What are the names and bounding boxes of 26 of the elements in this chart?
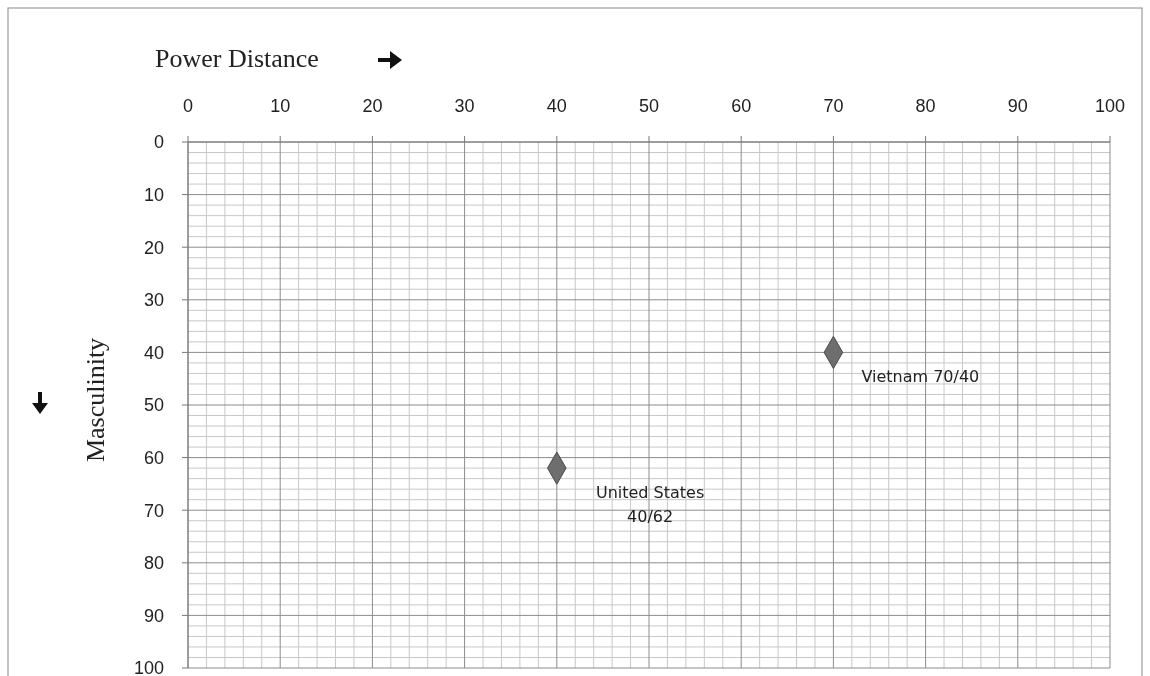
- x-tick-label: 40: [546, 96, 567, 116]
- x-tick-label: 80: [915, 96, 936, 116]
- y-tick-label: 10: [143, 184, 164, 205]
- y-tick-label: 60: [143, 447, 164, 468]
- y-tick-label: 0: [153, 132, 164, 153]
- x-tick-label: 50: [638, 96, 660, 116]
- y-tick-label: 20: [143, 237, 164, 258]
- y-tick-label: 70: [143, 500, 164, 521]
- y-tick-label: 50: [143, 395, 164, 416]
- x-tick-label: 70: [823, 96, 844, 116]
- x-tick-label: 10: [270, 96, 291, 116]
- x-axis-title: Power Distance: [155, 44, 319, 73]
- annotation: Vietnam 70/40: [861, 367, 980, 387]
- x-tick-label: 100: [1094, 96, 1126, 116]
- x-tick-label: 30: [454, 96, 475, 116]
- x-tick-label: 20: [362, 96, 383, 116]
- y-tick-label: 80: [143, 553, 164, 574]
- y-tick-label: 90: [143, 605, 164, 626]
- x-tick-label: 60: [731, 96, 752, 116]
- x-tick-label: 90: [1007, 96, 1028, 116]
- y-tick-label: 100: [133, 658, 164, 676]
- annotation: United States 40/62: [595, 483, 705, 527]
- x-tick-label: 0: [182, 96, 194, 116]
- y-axis-title: Masculinity: [81, 337, 110, 463]
- y-tick-label: 30: [143, 290, 164, 311]
- y-tick-label: 40: [143, 342, 164, 363]
